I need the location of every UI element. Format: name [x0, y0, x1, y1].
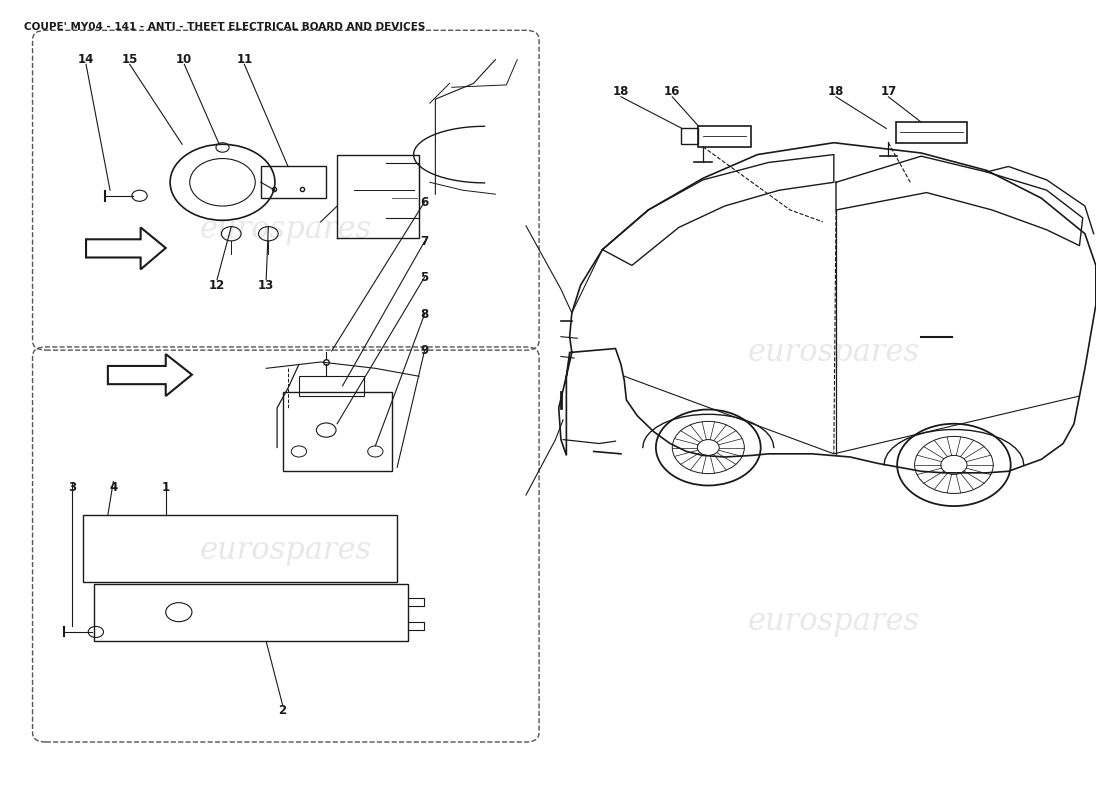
Bar: [698, 126, 751, 146]
Text: 1: 1: [162, 481, 169, 494]
Text: 7: 7: [420, 235, 429, 248]
Text: 18: 18: [828, 85, 844, 98]
Bar: [681, 129, 698, 144]
Text: 13: 13: [258, 278, 274, 292]
Bar: [896, 122, 967, 142]
Bar: [283, 392, 392, 471]
Text: 12: 12: [209, 278, 226, 292]
Text: 5: 5: [420, 270, 429, 284]
Text: eurospares: eurospares: [200, 535, 372, 566]
Text: 17: 17: [880, 85, 896, 98]
Bar: [299, 376, 364, 396]
Text: 9: 9: [420, 345, 429, 358]
Text: 10: 10: [176, 53, 192, 66]
Text: 18: 18: [613, 85, 629, 98]
Text: 4: 4: [109, 481, 118, 494]
Text: 14: 14: [78, 53, 95, 66]
Text: eurospares: eurospares: [748, 606, 920, 637]
Bar: [261, 166, 327, 198]
Text: 8: 8: [420, 308, 429, 321]
Text: 16: 16: [664, 85, 681, 98]
Text: eurospares: eurospares: [748, 337, 920, 368]
Text: 2: 2: [278, 704, 287, 717]
Text: 15: 15: [121, 53, 138, 66]
Text: eurospares: eurospares: [200, 214, 372, 246]
Text: 3: 3: [68, 481, 76, 494]
Text: 11: 11: [236, 53, 253, 66]
Text: COUPE' MY04 - 141 - ANTI - THEFT ELECTRICAL BOARD AND DEVICES: COUPE' MY04 - 141 - ANTI - THEFT ELECTRI…: [24, 22, 426, 31]
Text: 6: 6: [420, 195, 429, 209]
